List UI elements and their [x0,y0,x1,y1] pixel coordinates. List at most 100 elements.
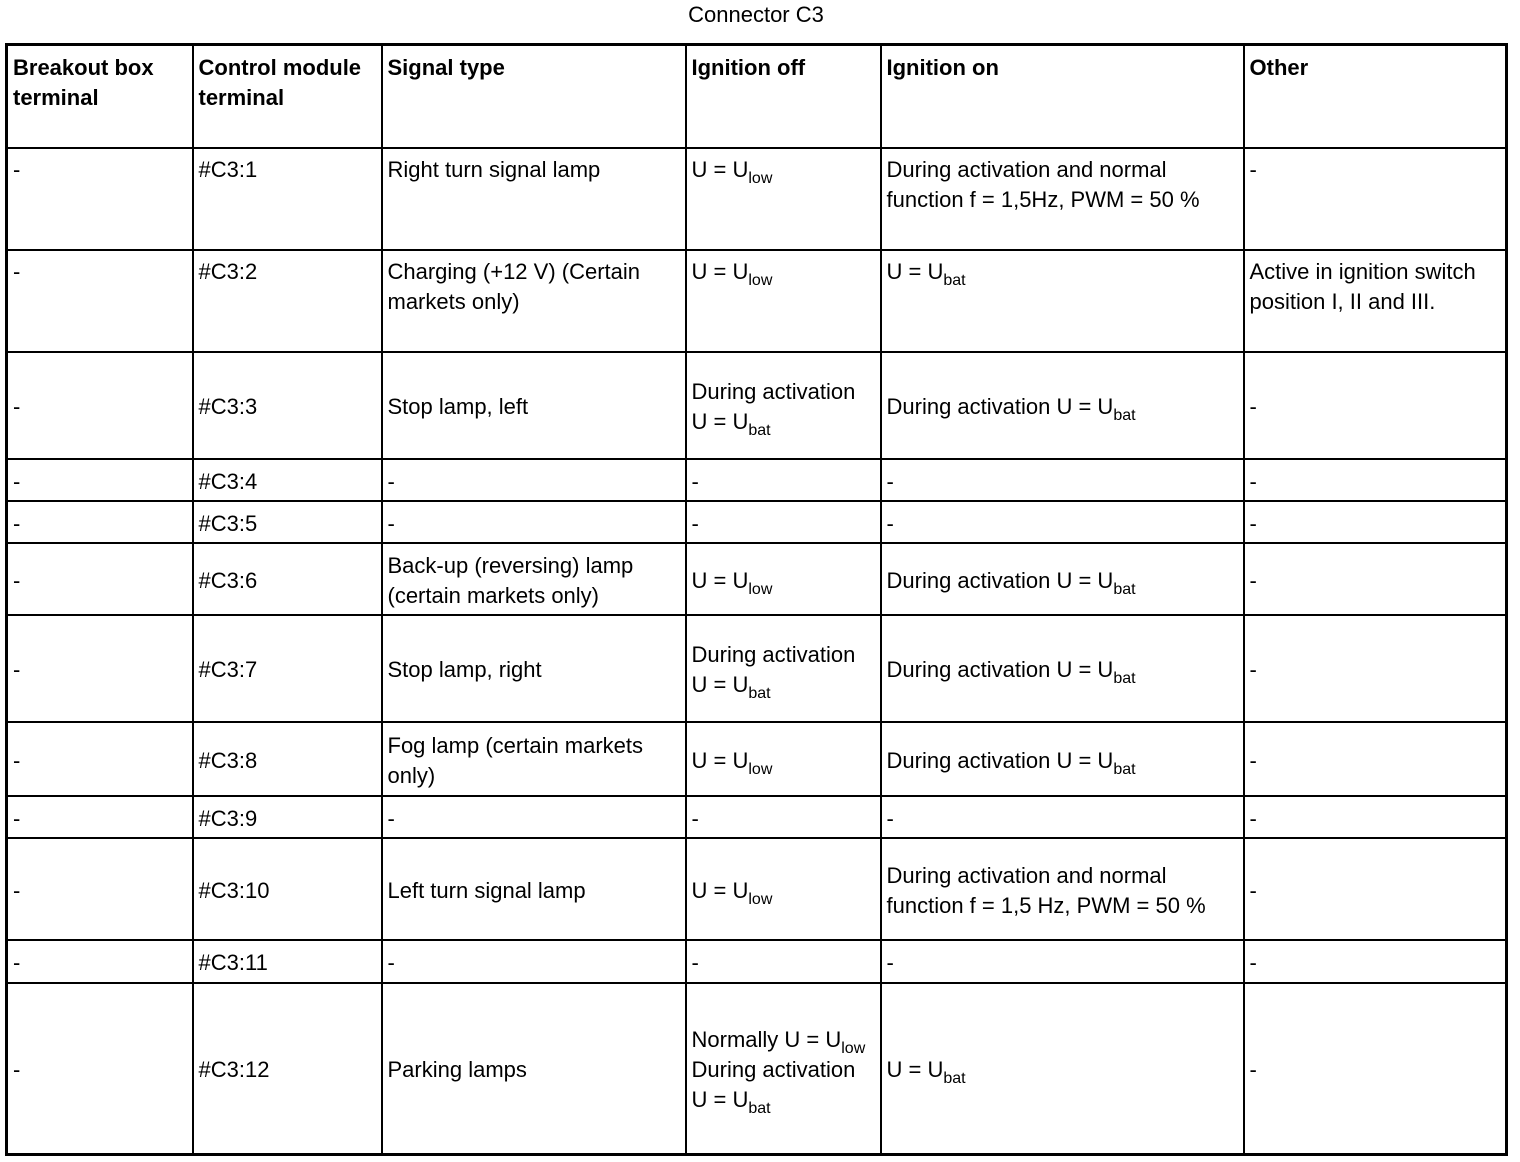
cell-other: Active in ignition switch position I, II… [1242,248,1508,353]
cell-text: #C3:10 [198,877,270,903]
cell-text: Right turn signal lamp [387,156,601,182]
cell-text: Stop lamp, right [387,657,542,682]
cell-control-module-terminal: #C3:9 [191,794,383,839]
cell-text: - [13,950,21,975]
cell-subscript: bat [1113,580,1136,598]
cell-other: - [1242,836,1508,941]
cell-text: - [13,567,21,593]
cell-ignition-on: U = Ubat [879,248,1245,353]
table-row: - #C3:2 Charging (+12 V) (Certain markets … [5,248,1508,353]
cell-text: #C3:12 [198,1057,270,1083]
table-row: - #C3:3 Stop lamp, left During activation U… [5,350,1508,460]
cell-text: #C3:2 [198,258,258,284]
cell-subscript: bat [1113,760,1136,778]
cell-control-module-terminal: #C3:1 [191,146,383,251]
cell-text: U = U [691,747,749,773]
cell-text: - [387,805,395,831]
cell-other: - [1242,720,1508,797]
cell-text: - [691,950,699,975]
cell-text: - [691,805,699,831]
cell-text: - [1249,747,1257,773]
cell-other: - [1242,938,1508,984]
cell-text: Charging (+12 V) (Certain markets only) [387,258,641,314]
cell-text: - [13,877,21,903]
cell-text: During activation U = U [691,642,856,697]
cell-ignition-on: During activation and normal function f … [879,836,1245,941]
cell-control-module-terminal: #C3:6 [191,541,383,616]
cell-text: - [1249,510,1257,536]
cell-subscript: low [748,169,773,187]
cell-breakout-box-terminal: - [5,248,194,353]
header-other: Other [1242,43,1508,149]
header-ignition-on: Ignition on [879,43,1245,149]
cell-control-module-terminal: #C3:4 [191,457,383,502]
cell-text: #C3:9 [198,805,258,831]
cell-text: Parking lamps [387,1057,527,1083]
cell-breakout-box-terminal: - [5,350,194,460]
cell-control-module-terminal: #C3:10 [191,836,383,941]
cell-breakout-box-terminal: - [5,836,194,941]
cell-control-module-terminal: #C3:3 [191,350,383,460]
cell-control-module-terminal: #C3:12 [191,981,383,1156]
cell-text: - [886,950,894,975]
cell-ignition-off: Normally U = Ulow During activation U = U… [684,981,882,1156]
cell-subscript: low [748,890,773,908]
cell-ignition-off: - [684,499,882,544]
cell-subscript: low [841,1040,866,1058]
cell-ignition-on: During activation U = Ubat [879,541,1245,616]
cell-ignition-off: - [684,457,882,502]
cell-text: - [886,510,894,536]
cell-text: During activation U = U [886,657,1114,682]
cell-control-module-terminal: #C3:8 [191,720,383,797]
header-signal-type: Signal type [380,43,687,149]
cell-text: - [1249,156,1257,182]
cell-text: During activation U = U [691,379,856,434]
cell-text: - [1249,805,1257,831]
cell-signal-type: - [380,499,687,544]
table-row: - #C3:11 - - - - [5,938,1508,984]
cell-text: - [387,950,395,975]
cell-control-module-terminal: #C3:7 [191,613,383,723]
cell-subscript: bat [1113,407,1136,424]
cell-other: - [1242,457,1508,502]
cell-subscript: low [748,760,773,778]
cell-text: - [13,258,21,284]
cell-other: - [1242,981,1508,1156]
cell-signal-type: - [380,457,687,502]
cell-text: - [886,468,894,494]
cell-text: - [1249,1057,1257,1083]
cell-text: U = U [691,877,749,903]
cell-text: - [886,805,894,831]
cell-text: - [13,805,21,831]
cell-text: #C3:11 [198,950,268,975]
cell-ignition-on: - [879,499,1245,544]
table-row: - #C3:9 - - - - [5,794,1508,839]
cell-breakout-box-terminal: - [5,794,194,839]
cell-breakout-box-terminal: - [5,457,194,502]
cell-subscript: bat [748,422,771,439]
cell-text: - [1249,877,1257,903]
cell-breakout-box-terminal: - [5,613,194,723]
cell-ignition-on: During activation U = Ubat [879,350,1245,460]
cell-text: #C3:5 [198,510,258,536]
table-row: - #C3:7 Stop lamp, right During activation … [5,613,1508,723]
cell-ignition-off: During activation U = Ubat [684,613,882,723]
cell-text: - [1249,468,1257,494]
table-row: - #C3:8 Fog lamp (certain markets only) U =… [5,720,1508,797]
cell-subscript: bat [748,1100,771,1118]
header-control-module-terminal: Control module terminal [191,43,383,149]
cell-text: #C3:4 [198,468,258,494]
cell-text: U = U [886,258,944,284]
cell-text: - [13,657,21,682]
cell-signal-type: Stop lamp, left [380,350,687,460]
cell-other: - [1242,499,1508,544]
cell-text: U = U [691,258,749,284]
cell-text: #C3:8 [198,747,258,773]
cell-control-module-terminal: #C3:11 [191,938,383,984]
cell-ignition-on: - [879,938,1245,984]
cell-other: - [1242,350,1508,460]
cell-signal-type: Stop lamp, right [380,613,687,723]
cell-text: Fog lamp (certain markets only) [387,732,644,788]
cell-text: - [1249,950,1257,975]
cell-breakout-box-terminal: - [5,146,194,251]
